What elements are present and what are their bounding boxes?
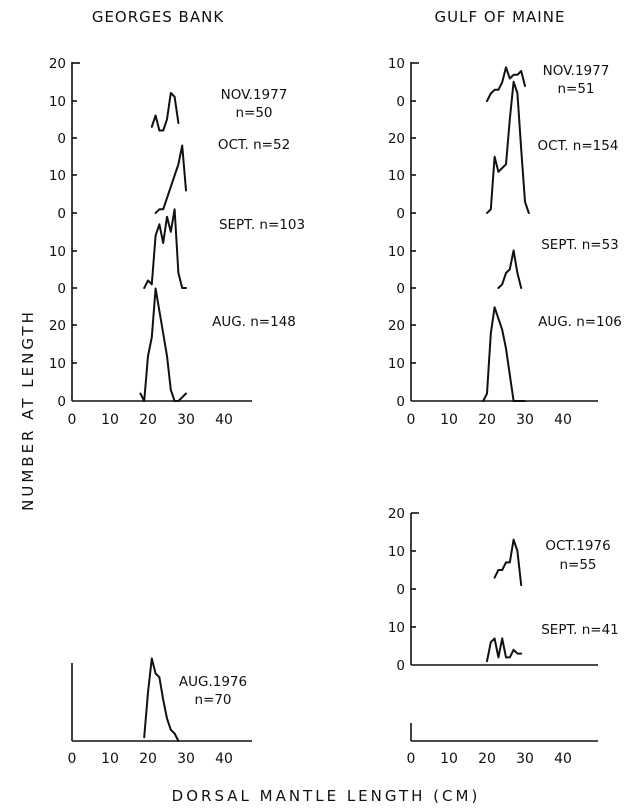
series-count: n=50 [235,105,272,121]
y-tick-label: 0 [57,281,66,297]
series-line-aug-1977 [139,287,187,402]
x-tick-label: 40 [215,751,233,767]
x-tick-label: 0 [68,412,77,428]
series-line-oct-1977 [486,80,530,214]
x-axis-title: DORSAL MANTLE LENGTH (CM) [172,787,481,805]
series-label: AUG. n=148 [212,314,296,330]
series-label: NOV.1977 [221,87,288,103]
x-tick-label: 10 [101,751,119,767]
y-tick-label: 0 [396,281,405,297]
y-tick-label: 0 [396,394,405,410]
x-tick-label: 30 [516,751,534,767]
x-ticks: 0 10 20 30 40 [68,412,233,428]
x-tick-label: 30 [177,751,195,767]
series-line-sept-1977 [497,249,523,289]
series-count: n=70 [194,692,231,708]
series-label: NOV.1977 [543,63,610,79]
y-tick-label: 10 [388,168,405,184]
y-tick-label: 0 [396,658,405,674]
y-tick-label: 20 [49,318,66,334]
panel-maine-1977: 10 0 20 10 0 10 0 20 10 0 0 10 20 30 40 … [388,56,622,428]
y-tick-label: 0 [57,394,66,410]
x-tick-label: 30 [516,412,534,428]
y-tick-label: 10 [388,356,405,372]
series-label: SEPT. n=53 [541,237,619,253]
y-axis-title: NUMBER AT LENGTH [19,309,37,511]
y-tick-label: 20 [388,318,405,334]
y-ticks: 10 0 20 10 0 10 0 20 10 0 [388,56,419,410]
y-tick-label: 0 [396,582,405,598]
y-tick-label: 10 [49,94,66,110]
y-tick-label: 20 [388,131,405,147]
series-line-oct-1976 [493,538,523,587]
x-tick-label: 0 [68,751,77,767]
series-line-nov-1977 [486,66,526,102]
series-count: n=55 [559,557,596,573]
y-tick-label: 10 [49,244,66,260]
y-tick-label: 20 [388,506,405,522]
x-ticks: 0 10 20 30 40 [407,751,572,767]
x-ticks: 0 10 20 30 40 [407,412,572,428]
x-tick-label: 10 [440,412,458,428]
x-tick-label: 20 [139,412,157,428]
y-tick-label: 10 [388,244,405,260]
x-tick-label: 30 [177,412,195,428]
series-label: SEPT. n=41 [541,622,619,638]
panel-maine-1976: 20 10 0 10 0 0 10 20 30 40 OCT.1976 n=55… [388,506,619,767]
x-tick-label: 0 [407,412,416,428]
panel-title-georges-bank: GEORGES BANK [92,8,224,26]
x-tick-label: 20 [139,751,157,767]
series-line-nov-1977 [150,92,180,132]
y-tick-label: 10 [388,620,405,636]
panel-title-gulf-of-maine: GULF OF MAINE [435,8,566,26]
series-line-sept-1977 [143,208,187,289]
y-tick-label: 10 [388,544,405,560]
x-tick-label: 40 [554,751,572,767]
x-tick-label: 10 [440,751,458,767]
series-label: AUG. n=106 [538,314,622,330]
series-label: SEPT. n=103 [219,217,305,233]
series-line-aug-1977 [482,306,526,402]
y-ticks: 20 10 0 10 0 10 0 20 10 0 [49,56,80,410]
series-count: n=51 [557,81,594,97]
x-ticks: 0 10 20 30 40 [68,751,233,767]
series-line-sept-1976 [486,637,523,663]
x-tick-label: 0 [407,751,416,767]
x-tick-label: 40 [215,412,233,428]
y-tick-label: 0 [396,206,405,222]
series-line-aug-1976 [143,657,180,742]
x-tick-label: 20 [478,412,496,428]
y-tick-label: 0 [396,94,405,110]
y-tick-label: 10 [49,168,66,184]
series-label: OCT. n=154 [538,138,619,154]
y-tick-label: 10 [49,356,66,372]
y-tick-label: 10 [388,56,405,72]
x-tick-label: 40 [554,412,572,428]
y-tick-label: 0 [57,206,66,222]
series-label: OCT. n=52 [218,137,290,153]
x-tick-label: 10 [101,412,119,428]
x-tick-label: 20 [478,751,496,767]
panel-georges-1976: 0 10 20 30 40 AUG.1976 n=70 [68,657,252,767]
series-line-oct-1977 [154,144,187,214]
y-tick-label: 0 [57,131,66,147]
series-label: AUG.1976 [179,674,247,690]
series-label: OCT.1976 [545,538,610,554]
panel-georges-1977: 20 10 0 10 0 10 0 20 10 0 0 10 20 30 40 … [49,56,305,428]
y-tick-label: 20 [49,56,66,72]
